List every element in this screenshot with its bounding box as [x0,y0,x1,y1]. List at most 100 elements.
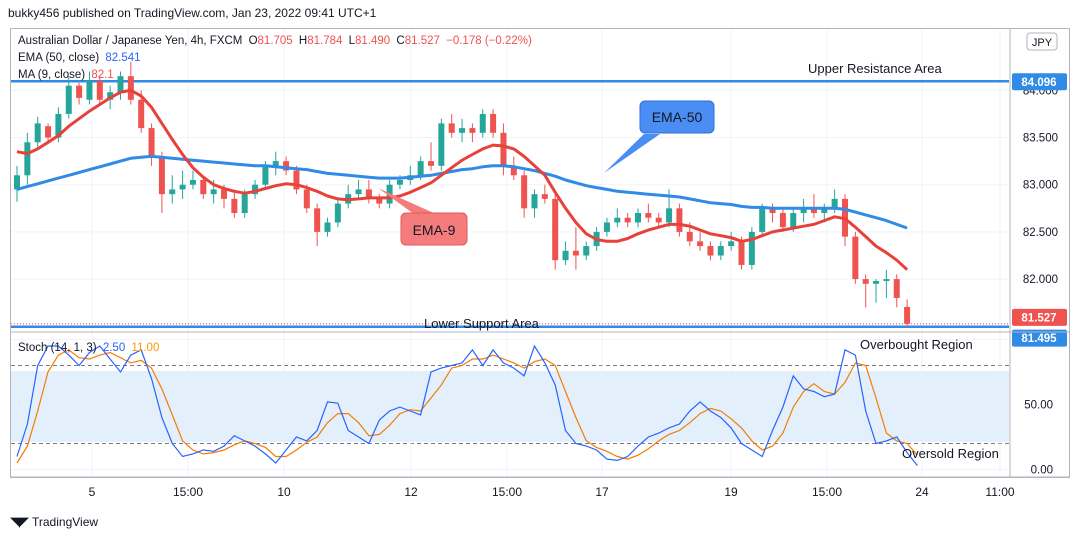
time-tick-label: 15:00 [492,485,522,499]
candle-body [293,170,300,190]
low-value: 81.490 [355,35,391,47]
lower-support-label: Lower Support Area [424,316,540,331]
candle-body [334,203,341,223]
candle-body [728,241,735,247]
candle-body [252,184,259,195]
ema50-callout-text: EMA-50 [652,109,703,125]
last-price-tag: 81.527 [1021,312,1056,324]
resistance-price-tag-bg [1012,73,1067,91]
candle-body [666,208,673,223]
support-price-tag: 81.495 [1021,333,1057,345]
candle-body [138,99,145,129]
time-tick-label: 24 [915,485,929,499]
support-price-tag-bg [1012,329,1067,347]
ema-legend: EMA (50, close) 82.541 [18,52,144,64]
time-tick-label: 10 [277,485,291,499]
stoch-k-value: 2.50 [102,342,126,354]
ema50-line [16,154,908,230]
candle-body [479,113,486,133]
candle-body [552,198,559,261]
close-value: 81.527 [404,35,440,47]
candle-body [852,236,859,280]
candle-body [645,213,652,218]
candle-body [221,189,227,199]
stoch-legend: Stoch (14, 1, 3) 2.50 11.00 [18,342,162,354]
candlesticks [14,62,911,328]
candle-body [314,208,321,232]
candle-body [200,180,207,195]
candle-body [459,128,466,133]
candle-body [324,222,331,232]
currency-badge-text: JPY [1032,37,1053,49]
candle-body [831,198,838,209]
currency-badge[interactable]: JPY [1026,32,1058,51]
candle-body [417,161,424,176]
publisher-caption: bukky456 published on TradingView.com, J… [8,6,377,20]
ema9-callout-text: EMA-9 [413,222,456,238]
overbought-label: Overbought Region [860,337,973,352]
candle-body [107,92,114,100]
oversold-label: Oversold Region [902,446,999,461]
stoch-tick-label: 0.00 [1031,465,1053,477]
time-tick-label: 19 [724,485,738,499]
candle-body [438,123,445,166]
stoch-tick-label: 50.00 [1024,400,1053,412]
candle-body [541,194,548,199]
candle-body [210,189,217,195]
candle-body [510,165,517,176]
candle-body [148,128,155,157]
price-tick-label: 82.000 [1023,274,1058,286]
candle-body [883,279,890,281]
candle-body [717,246,724,256]
candle-body [262,165,269,185]
ema9-line [16,88,909,271]
candle-body [862,279,869,284]
candle-body [676,208,683,232]
time-tick-label: 15:00 [173,485,203,499]
time-tick-label: 5 [89,485,96,499]
candle-body [127,76,134,100]
candle-body [169,189,176,195]
candle-body [76,85,83,98]
open-value: 81.705 [257,35,293,47]
candle-body [810,208,817,214]
candle-body [738,241,745,265]
candle-body [873,280,880,284]
ema9-callout[interactable]: EMA-9 [378,188,468,246]
candle-body [686,231,693,242]
candle-body [624,217,631,223]
candle-body [179,184,186,190]
resistance-price-tag: 84.096 [1021,77,1056,89]
candle-body [428,161,434,166]
close-label: C [396,35,405,47]
high-value: 81.784 [307,35,343,47]
price-levels [11,80,1009,329]
open-label: O [248,35,258,47]
footer-brand[interactable]: ◥◤ TradingView [10,514,98,530]
tradingview-logo-icon: ◥◤ [10,514,29,529]
candle-body [521,175,528,209]
stoch-d-line [16,349,918,464]
stoch-band [11,371,1009,442]
candle-body [769,208,776,214]
candle-body [34,123,41,143]
ma-legend-label: MA (9, close) [18,69,86,81]
candle-body [55,113,62,138]
stochastic-lines [16,344,918,466]
candle-body [24,142,31,176]
ema50-callout[interactable]: EMA-50 [604,100,715,173]
ma-legend: MA (9, close) 82.1 [18,69,117,81]
candle-body [893,279,900,298]
candle-body [96,80,103,100]
candle-body [469,128,476,133]
price-tick-label: 83.500 [1023,133,1058,145]
candle-body [303,189,310,209]
candle-body [821,208,828,214]
candle-body [241,194,248,214]
upper-resistance-label: Upper Resistance Area [808,61,942,76]
symbol-label: Australian Dollar / Japanese Yen, 4h, FX… [18,35,243,47]
time-tick-label: 12 [404,485,418,499]
candle-body [117,76,124,93]
axes: 84.00083.50083.00082.50082.000100.0050.0… [89,85,1058,499]
